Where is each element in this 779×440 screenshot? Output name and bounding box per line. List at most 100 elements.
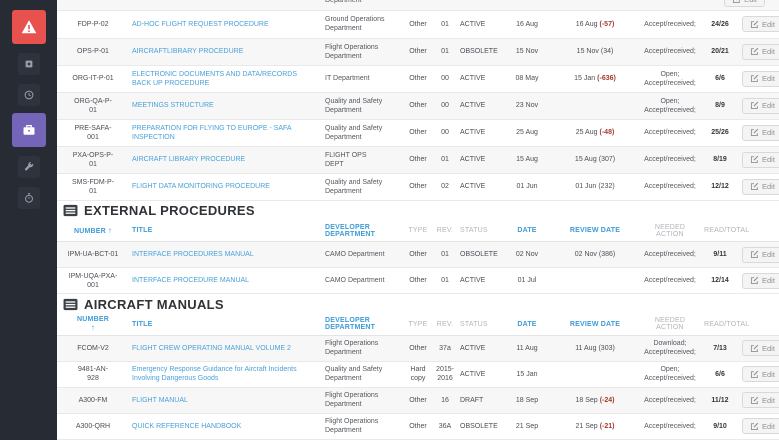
column-rev[interactable]: REV. [436,227,454,235]
doc-review-date [551,92,639,119]
edit-icon [750,182,759,191]
edit-button[interactable]: Edit [742,340,779,356]
document-link[interactable]: AD-HOC FLIGHT REQUEST PROCEDURE [132,20,269,28]
column-needed-action[interactable]: NEEDED ACTION [654,223,686,238]
column-department[interactable]: DEVELOPER DEPARTMENT [325,317,376,332]
document-link[interactable]: QUICK REFERENCE HANDBOOK [132,422,242,430]
doc-number: A300-FM [78,396,108,404]
document-link[interactable]: ELECTRONIC DOCUMENTS AND DATA/RECORDS BA… [132,70,298,87]
column-number[interactable]: NUMBER ↑ [57,314,129,335]
doc-review-date: 25 Aug (-48) [575,129,615,136]
doc-status: OBSOLETE [460,422,498,430]
column-department[interactable]: DEVELOPER DEPARTMENT [325,223,376,238]
edit-button[interactable]: Edit [742,70,779,87]
edit-button[interactable]: Edit [742,178,779,195]
doc-department: Ground Operations Department [325,16,385,33]
column-rev[interactable]: REV. [436,320,454,328]
edit-button[interactable]: Edit [742,97,779,114]
document-link[interactable]: FLIGHT MANUAL [132,396,188,404]
column-number[interactable]: NUMBER ↑ [73,226,113,236]
edit-button[interactable]: Edit [742,151,779,168]
doc-review-date [551,268,639,294]
doc-revision: 01 [441,48,449,55]
doc-revision: 01 [441,277,449,284]
doc-revision: 00 [441,75,449,82]
review-delta: (34) [600,48,614,55]
table-header-row: NUMBER ↑ TITLE DEVELOPER DEPARTMENT TYPE … [57,221,779,242]
column-review-date[interactable]: REVIEW DATE [569,320,621,328]
document-link[interactable]: MEETINGS STRUCTURE [132,102,214,109]
sidebar-item-tools[interactable] [17,156,40,178]
wrench-icon [23,161,35,173]
edit-button[interactable]: Edit [742,272,779,289]
doc-number: IPM-UQA-PXA- 001 [68,272,118,289]
doc-department: Flight Operations Department [325,340,379,356]
document-link[interactable]: INTERFACE PROCEDURE MANUAL [132,277,250,284]
doc-status: ACTIVE [460,156,486,163]
edit-button[interactable]: Edit [742,16,779,33]
sidebar [0,0,57,440]
review-delta: (-57) [599,20,615,28]
briefcase-icon [21,122,37,138]
section-aircraft-manuals: AIRCRAFT MANUALS [57,294,779,314]
column-needed-action[interactable]: NEEDED ACTION [654,317,686,332]
column-status[interactable]: STATUS [460,320,488,328]
doc-read-total: 6/6 [715,370,725,378]
section-external-procedures: EXTERNAL PROCEDURES [57,200,779,221]
column-status[interactable]: STATUS [460,227,488,235]
doc-number: SMS-FDM-P- 01 [72,178,114,195]
document-link[interactable]: PREPARATION FOR FLYING TO EUROPE - SAFA … [132,124,292,141]
aircraft-manuals-table: NUMBER ↑ TITLE DEVELOPER DEPARTMENT TYPE … [57,314,779,440]
column-read-total[interactable]: READ/TOTAL [704,227,750,235]
document-link[interactable]: AIRCRAFT LIBRARY PROCEDURE [132,156,246,163]
table-row: FDP-P-02 AD-HOC FLIGHT REQUEST PROCEDURE… [57,11,779,38]
edit-button[interactable]: Edit [742,43,779,60]
review-delta: (386) [598,251,616,258]
review-delta: (-636) [597,75,616,82]
sidebar-item-alerts[interactable] [11,10,46,44]
edit-button[interactable]: Edit [724,0,765,7]
column-type[interactable]: TYPE [408,320,428,328]
column-title[interactable]: TITLE [132,227,153,235]
doc-type: Other [409,75,427,82]
column-date[interactable]: DATE [517,320,537,328]
edit-button[interactable]: Edit [742,418,779,434]
doc-number: 9481-AN- 928 [78,366,108,382]
clock-icon [23,89,35,101]
doc-revision: 16 [441,396,449,404]
edit-button[interactable]: Edit [742,366,779,382]
document-link[interactable]: FLIGHT DATA MONITORING PROCEDURE [132,183,270,190]
edit-icon [750,370,759,379]
edit-button[interactable]: Edit [742,246,779,263]
sidebar-item-timer[interactable] [17,187,40,209]
column-date[interactable]: DATE [517,227,537,235]
sidebar-item-grid[interactable] [17,53,40,75]
table-row: OPS-P-01 AIRCRAFTLIBRARY PROCEDURE Fligh… [57,38,779,65]
doc-revision: 01 [441,20,449,28]
column-review-date[interactable]: REVIEW DATE [569,227,621,235]
doc-review-date: 11 Aug (303) [575,344,615,352]
document-link[interactable]: FLIGHT CREW OPERATING MANUAL VOLUME 2 [132,344,291,352]
doc-number: A300-QRH [75,422,111,430]
doc-review-date: 16 Aug (-57) [575,20,615,28]
sidebar-item-history[interactable] [17,84,40,106]
column-type[interactable]: TYPE [408,227,428,235]
edit-button[interactable]: Edit [742,392,779,408]
column-title[interactable]: TITLE [132,320,153,328]
doc-revision: 00 [441,102,449,109]
edit-button[interactable]: Edit [742,124,779,141]
doc-review-date: 15 Jan (-636) [574,75,616,82]
document-link[interactable]: Emergency Response Guidance for Aircraft… [132,366,297,382]
doc-number: FCOM-V2 [77,344,109,352]
doc-read-total: 8/19 [713,156,727,163]
sort-asc-icon: ↑ [107,226,113,236]
document-link[interactable]: AIRCRAFTLIBRARY PROCEDURE [132,48,244,55]
doc-type: Other [409,156,427,163]
column-read-total[interactable]: READ/TOTAL [704,320,750,328]
doc-type: Other [409,102,427,109]
doc-read-total: 7/13 [713,344,727,352]
doc-department: Flight Operations Department [325,43,379,60]
sidebar-item-documents[interactable] [11,113,46,147]
document-link[interactable]: INTERFACE PROCEDURES MANUAL [132,251,254,258]
